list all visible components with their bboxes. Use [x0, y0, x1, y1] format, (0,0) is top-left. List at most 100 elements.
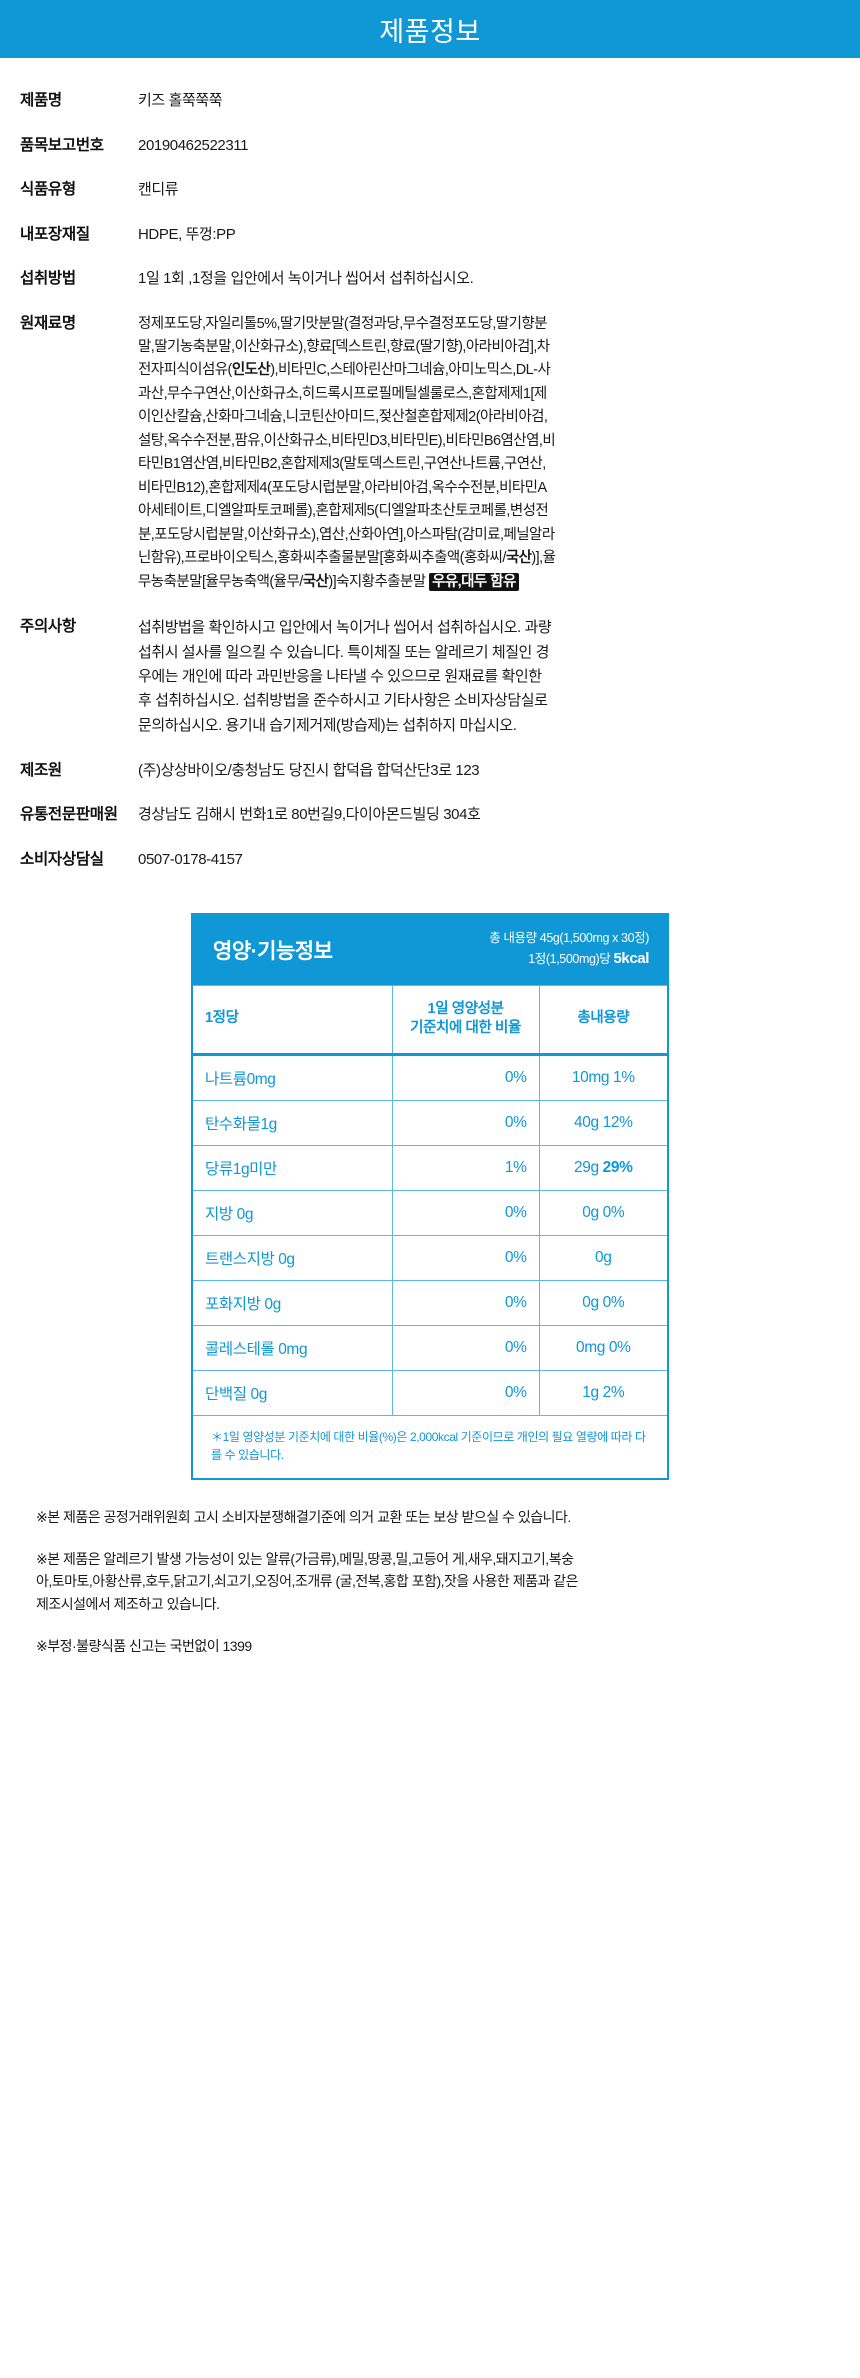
nutrient-total-amount: 0g	[538, 1234, 667, 1281]
product-info-table: 제품명 키즈 홀쭉쭉쭉 품목보고번호 20190462522311 식품유형 캔…	[0, 90, 860, 871]
info-label: 식품유형	[20, 181, 76, 198]
ingredient-origin-bold: 인도산	[231, 362, 271, 379]
bottom-note-dispute: ※본 제품은 공정거래위원회 고시 소비자분쟁해결기준에 의거 교환 또는 보상…	[36, 1508, 571, 1525]
nutrition-row: 트랜스지방 0g 0% 0g	[193, 1234, 667, 1281]
nutrient-total-value: 0mg	[576, 1338, 605, 1356]
column-header-serving: 1정당	[193, 984, 393, 1056]
page-title: 제품정보	[379, 16, 481, 47]
nutrient-total-amount: 10mg 1%	[538, 1053, 667, 1101]
info-row-packaging-material: 내포장재질 HDPE, 뚜껑:PP	[20, 224, 840, 247]
nutrient-name: 탄수화물1g	[193, 1099, 393, 1146]
ingredient-text-run: )],율무농축분말[율무농축액(율무/	[138, 550, 556, 590]
info-value-caution: 섭취방법을 확인하시고 입안에서 녹이거나 씹어서 섭취하십시오. 과량 섭취시…	[138, 619, 552, 734]
nutrition-table-body: 나트륨0mg 0% 10mg 1% 탄수화물1g 0% 40g 12% 당류1g미만 1% 29…	[193, 1053, 667, 1415]
nutrition-row: 포화지방 0g 0% 0g 0%	[193, 1279, 667, 1326]
bottom-note-report-hotline: ※부정·불량식품 신고는 국번없이 1399	[36, 1638, 252, 1655]
nutrition-panel-header: 영양·기능정보 총 내용량 45g(1,500mg x 30정) 1정(1,50…	[193, 915, 667, 985]
nutrient-name: 당류1g미만	[193, 1144, 393, 1191]
info-value: 키즈 홀쭉쭉쭉	[138, 92, 223, 109]
info-label: 유통전문판매원	[20, 806, 118, 824]
info-row-intake-method: 섭취방법 1일 1회 ,1정을 입안에서 녹이거나 씹어서 섭취하십시오.	[20, 268, 840, 291]
info-row-product-name: 제품명 키즈 홀쭉쭉쭉	[20, 90, 840, 113]
info-label: 내포장재질	[20, 225, 90, 243]
nutrition-panel-wrapper: 영양·기능정보 총 내용량 45g(1,500mg x 30정) 1정(1,50…	[20, 913, 840, 1480]
nutrient-total-amount: 40g 12%	[538, 1099, 667, 1146]
serving-per-tablet-prefix: 1정(1,500mg)당	[528, 952, 614, 967]
page-header-banner: 제품정보	[0, 0, 860, 58]
nutrient-total-percent: 12%	[598, 1113, 633, 1131]
nutrition-serving-info: 총 내용량 45g(1,500mg x 30정) 1정(1,500mg)당 5k…	[489, 929, 649, 970]
info-value: 1일 1회 ,1정을 입안에서 녹이거나 씹어서 섭취하십시오.	[138, 270, 474, 287]
nutrient-total-percent: 0%	[598, 1203, 625, 1221]
nutrient-daily-percent: 0%	[391, 1369, 540, 1415]
info-label-ingredients: 원재료명	[20, 314, 76, 332]
nutrient-daily-percent: 0%	[391, 1053, 540, 1101]
nutrient-name: 지방 0g	[193, 1189, 393, 1236]
serving-total-line: 총 내용량 45g(1,500mg x 30정)	[489, 931, 649, 946]
info-label: 품목보고번호	[20, 136, 104, 154]
nutrition-row: 콜레스테롤 0mg 0% 0mg 0%	[193, 1324, 667, 1371]
nutrient-total-value: 1g	[582, 1383, 599, 1401]
info-label: 소비자상담실	[20, 850, 104, 868]
info-row-customer-service: 소비자상담실 0507-0178-4157	[20, 849, 840, 872]
nutrient-name: 콜레스테롤 0mg	[193, 1324, 393, 1371]
info-value-ingredients: 정제포도당,자일리톨5%,딸기맛분말(결정과당,무수결정포도당,딸기향분말,딸기…	[138, 313, 558, 595]
info-row-report-number: 품목보고번호 20190462522311	[20, 135, 840, 158]
info-value: 20190462522311	[138, 136, 249, 154]
info-label-caution: 주의사항	[20, 618, 76, 636]
info-label: 제조원	[20, 761, 62, 779]
nutrient-total-percent: 29%	[598, 1158, 633, 1176]
column-header-total: 총내용량	[538, 984, 667, 1056]
daily-percent-line2: 기준치에 대한 비율	[410, 1020, 521, 1037]
nutrient-daily-percent: 0%	[391, 1324, 540, 1371]
nutrition-footnote: ＊1일 영양성분 기준치에 대한 비율(%)은 2,000kcal 기준이므로 …	[193, 1414, 667, 1478]
nutrient-total-percent: 2%	[598, 1383, 625, 1401]
nutrient-total-value: 10mg	[571, 1068, 610, 1086]
info-row-food-type: 식품유형 캔디류	[20, 179, 840, 202]
nutrient-total-amount: 0mg 0%	[538, 1324, 667, 1371]
nutrient-total-amount: 0g 0%	[538, 1279, 667, 1326]
nutrient-total-percent: 1%	[609, 1068, 635, 1086]
nutrient-daily-percent: 0%	[391, 1279, 540, 1326]
info-row-distributor: 유통전문판매원 경상남도 김해시 번화1로 80번길9,다이아몬드빌딩 304호	[20, 804, 840, 827]
nutrient-daily-percent: 0%	[391, 1099, 540, 1146]
info-value: 캔디류	[138, 181, 179, 198]
nutrition-panel: 영양·기능정보 총 내용량 45g(1,500mg x 30정) 1정(1,50…	[191, 913, 669, 1480]
allergen-highlight-chip: 우유,대두 함유	[429, 572, 519, 591]
nutrient-total-percent: 0%	[604, 1338, 631, 1356]
info-value: 0507-0178-4157	[138, 850, 243, 868]
ingredient-origin-bold: 국산	[302, 573, 329, 590]
nutrient-total-percent: 0%	[598, 1293, 625, 1311]
nutrition-row: 당류1g미만 1% 29g 29%	[193, 1144, 667, 1191]
nutrient-daily-percent: 1%	[391, 1144, 540, 1191]
serving-kcal-value: 5kcal	[613, 950, 649, 968]
nutrient-total-value: 0g	[582, 1203, 599, 1221]
bottom-note-allergen-facility: ※본 제품은 알레르기 발생 가능성이 있는 알류(가금류),메밀,땅콩,밀,고…	[36, 1551, 579, 1612]
nutrient-name: 나트륨0mg	[193, 1053, 393, 1101]
nutrition-row: 나트륨0mg 0% 10mg 1%	[193, 1053, 667, 1101]
nutrient-daily-percent: 0%	[391, 1234, 540, 1281]
nutrient-total-value: 40g	[574, 1113, 599, 1131]
nutrient-name: 트랜스지방 0g	[193, 1234, 393, 1281]
ingredient-text-run: 정제포도당,자일리톨5%,딸기맛분말(결정과당,무수결정포도당,딸기향분말,딸기…	[138, 315, 550, 379]
info-label: 제품명	[20, 92, 62, 109]
daily-percent-line1: 1일 영양성분	[427, 1000, 504, 1017]
nutrition-row: 탄수화물1g 0% 40g 12%	[193, 1099, 667, 1146]
ingredient-text-run: )]숙지황추출분말	[328, 573, 430, 590]
nutrient-name: 포화지방 0g	[193, 1279, 393, 1326]
nutrient-total-amount: 29g 29%	[538, 1144, 667, 1191]
nutrient-total-amount: 0g 0%	[538, 1189, 667, 1236]
nutrition-row: 지방 0g 0% 0g 0%	[193, 1189, 667, 1236]
info-value: HDPE, 뚜껑:PP	[138, 225, 236, 243]
nutrition-header-row: 1정당 1일 영양성분 기준치에 대한 비율 총내용량	[193, 984, 667, 1056]
nutrient-daily-percent: 0%	[391, 1189, 540, 1236]
nutrition-panel-title: 영양·기능정보	[213, 939, 333, 963]
nutrient-total-value: 0g	[582, 1293, 599, 1311]
info-row-manufacturer: 제조원 (주)상상바이오/충청남도 당진시 합덕읍 합덕산단3로 123	[20, 760, 840, 783]
nutrient-total-value: 29g	[574, 1158, 599, 1176]
nutrition-table: 1정당 1일 영양성분 기준치에 대한 비율 총내용량 나트륨0mg 0% 10mg…	[193, 984, 667, 1415]
nutrient-name: 단백질 0g	[193, 1369, 393, 1415]
ingredient-text-run: ),비타민C,스테아린산마그네슘,아미노믹스,DL-사과산,무수구연산,이산화규…	[138, 362, 556, 567]
nutrition-table-head: 1정당 1일 영양성분 기준치에 대한 비율 총내용량	[193, 984, 667, 1056]
column-header-daily-percent: 1일 영양성분 기준치에 대한 비율	[391, 984, 540, 1056]
